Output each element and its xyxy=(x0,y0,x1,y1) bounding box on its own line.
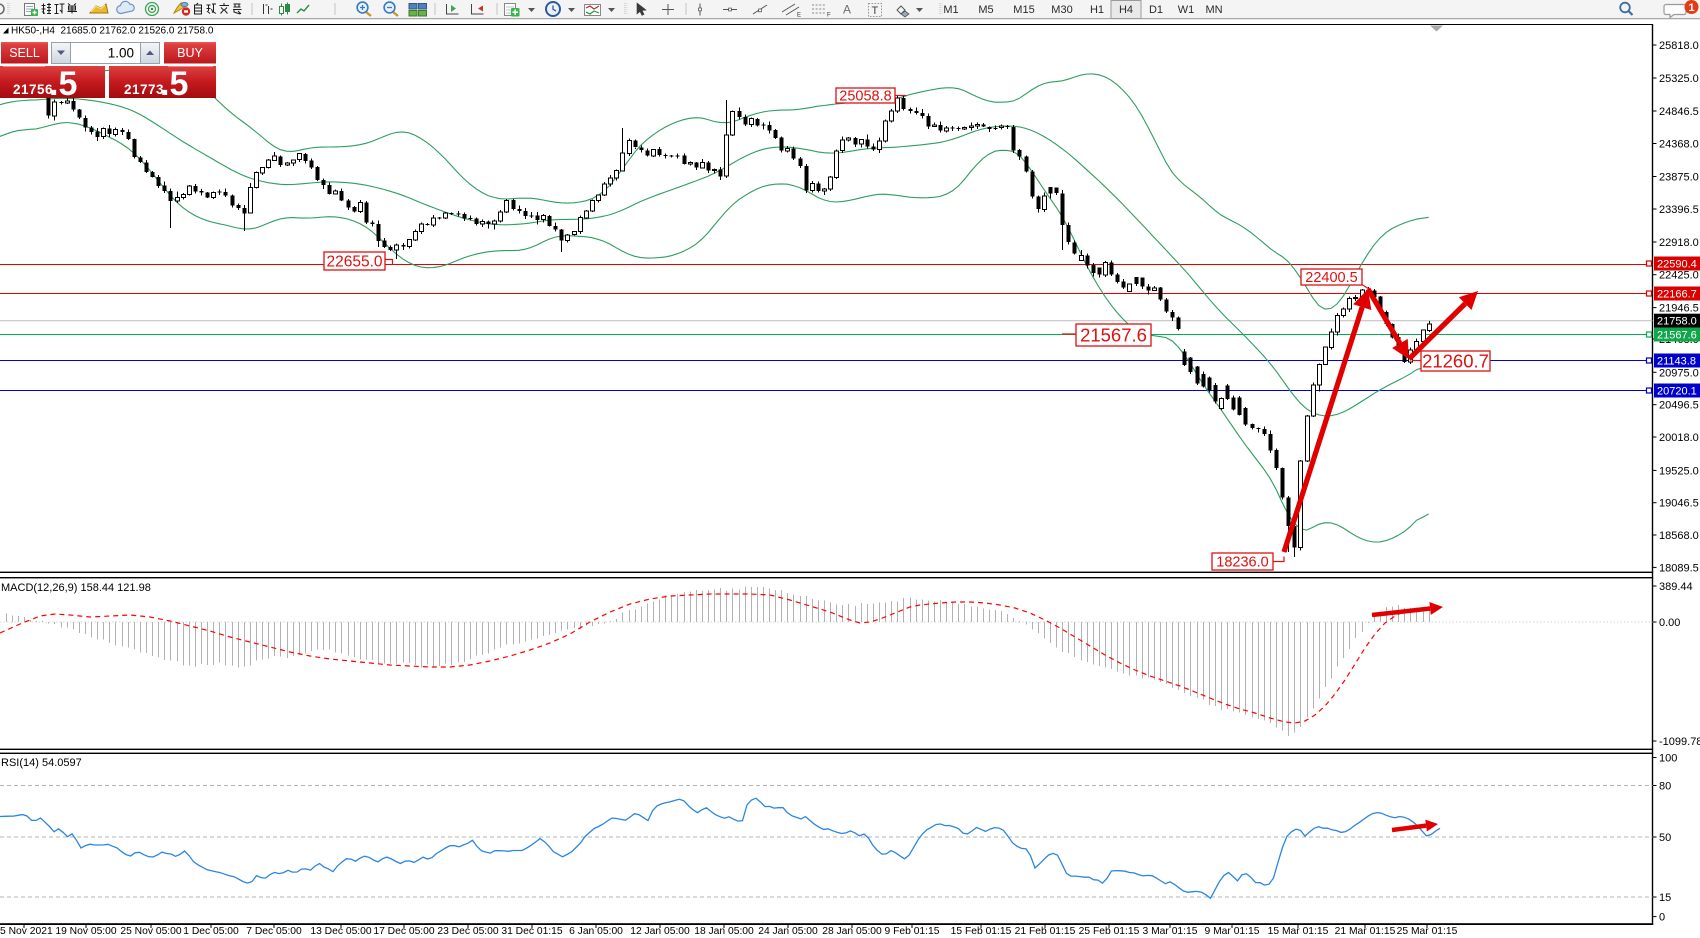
svg-text:24846.5: 24846.5 xyxy=(1659,106,1699,118)
svg-text:15 Mar 01:15: 15 Mar 01:15 xyxy=(1268,926,1329,937)
svg-text:25818.0: 25818.0 xyxy=(1659,40,1699,52)
svg-text:12 Jan 05:00: 12 Jan 05:00 xyxy=(630,926,690,937)
svg-text:15 Feb 01:15: 15 Feb 01:15 xyxy=(951,926,1012,937)
svg-text:18 Jan 05:00: 18 Jan 05:00 xyxy=(694,926,754,937)
svg-text:1.00: 1.00 xyxy=(108,46,134,61)
svg-text:20975.0: 20975.0 xyxy=(1659,367,1699,379)
svg-text:25 Nov 05:00: 25 Nov 05:00 xyxy=(120,926,182,937)
svg-text:21756: 21756 xyxy=(13,82,53,97)
svg-text:1 Dec 05:00: 1 Dec 05:00 xyxy=(183,926,239,937)
svg-text:T: T xyxy=(872,5,879,17)
svg-text:31 Dec 01:15: 31 Dec 01:15 xyxy=(501,926,563,937)
svg-text:21773: 21773 xyxy=(124,82,164,97)
svg-text:MACD(12,26,9) 158.44 121.98: MACD(12,26,9) 158.44 121.98 xyxy=(1,582,151,594)
svg-text:23396.5: 23396.5 xyxy=(1659,204,1699,216)
svg-text:20018.0: 20018.0 xyxy=(1659,432,1699,444)
svg-text:21567.6: 21567.6 xyxy=(1657,330,1697,342)
svg-text:6 Jan 05:00: 6 Jan 05:00 xyxy=(569,926,623,937)
svg-text:9 Feb 01:15: 9 Feb 01:15 xyxy=(885,926,940,937)
svg-text:-1099.78: -1099.78 xyxy=(1659,736,1700,748)
svg-text:22590.4: 22590.4 xyxy=(1657,259,1697,271)
svg-text:19046.5: 19046.5 xyxy=(1659,498,1699,510)
svg-text:M1: M1 xyxy=(943,4,958,16)
svg-text:F: F xyxy=(827,13,831,19)
svg-text:22166.7: 22166.7 xyxy=(1657,289,1697,301)
svg-text:MN: MN xyxy=(1205,4,1222,16)
svg-text:E: E xyxy=(797,13,801,19)
svg-text:H1: H1 xyxy=(1090,4,1104,16)
svg-text:20720.1: 20720.1 xyxy=(1657,386,1697,398)
svg-text:0: 0 xyxy=(1659,912,1665,924)
svg-text:21143.8: 21143.8 xyxy=(1657,356,1696,368)
svg-text:389.44: 389.44 xyxy=(1659,581,1693,593)
svg-text:D1: D1 xyxy=(1149,4,1163,16)
svg-text:24368.0: 24368.0 xyxy=(1659,139,1699,151)
svg-text:RSI(14) 54.0597: RSI(14) 54.0597 xyxy=(1,757,82,769)
svg-text:50: 50 xyxy=(1659,832,1671,844)
svg-text:M15: M15 xyxy=(1013,4,1034,16)
svg-text:BUY: BUY xyxy=(177,46,203,60)
svg-text:24 Jan 05:00: 24 Jan 05:00 xyxy=(758,926,818,937)
svg-text:HK50-,H4 21685.0 21762.0 2152: HK50-,H4 21685.0 21762.0 21526.0 21758.0 xyxy=(11,26,214,37)
svg-text:22918.0: 22918.0 xyxy=(1659,237,1699,249)
svg-text:19525.0: 19525.0 xyxy=(1659,465,1699,477)
svg-text:80: 80 xyxy=(1659,781,1671,793)
svg-text:M5: M5 xyxy=(978,4,993,16)
svg-text:M30: M30 xyxy=(1051,4,1072,16)
svg-text:H4: H4 xyxy=(1119,4,1133,16)
svg-text:25 Mar 01:15: 25 Mar 01:15 xyxy=(1397,926,1458,937)
svg-text:15: 15 xyxy=(1659,892,1671,904)
svg-text:20496.5: 20496.5 xyxy=(1659,400,1699,412)
svg-text:.5: .5 xyxy=(160,65,188,103)
svg-text:3 Mar 01:15: 3 Mar 01:15 xyxy=(1143,926,1198,937)
svg-text:18089.5: 18089.5 xyxy=(1659,562,1699,574)
svg-text:25325.0: 25325.0 xyxy=(1659,73,1699,85)
svg-text:18236.0: 18236.0 xyxy=(1216,555,1268,571)
svg-text:25 Feb 01:15: 25 Feb 01:15 xyxy=(1079,926,1140,937)
svg-text:23875.0: 23875.0 xyxy=(1659,172,1699,184)
svg-text:9 Mar 01:15: 9 Mar 01:15 xyxy=(1205,926,1260,937)
svg-text:5 Nov 2021: 5 Nov 2021 xyxy=(0,926,53,937)
svg-text:.5: .5 xyxy=(49,65,77,103)
svg-text:W1: W1 xyxy=(1178,4,1195,16)
svg-text:21 Feb 01:15: 21 Feb 01:15 xyxy=(1015,926,1076,937)
svg-text:18568.0: 18568.0 xyxy=(1659,530,1699,542)
svg-text:22425.0: 22425.0 xyxy=(1659,270,1699,282)
svg-text:A: A xyxy=(843,3,851,17)
svg-text:13 Dec 05:00: 13 Dec 05:00 xyxy=(310,926,372,937)
svg-text:0.00: 0.00 xyxy=(1659,617,1680,629)
svg-text:21260.7: 21260.7 xyxy=(1422,351,1489,372)
svg-text:21946.5: 21946.5 xyxy=(1659,303,1699,315)
svg-text:19 Nov 05:00: 19 Nov 05:00 xyxy=(55,926,117,937)
svg-text:22400.5: 22400.5 xyxy=(1305,270,1357,286)
svg-text:25058.8: 25058.8 xyxy=(839,89,891,105)
svg-text:21 Mar 01:15: 21 Mar 01:15 xyxy=(1335,926,1396,937)
svg-text:23 Dec 05:00: 23 Dec 05:00 xyxy=(437,926,499,937)
svg-text:7 Dec 05:00: 7 Dec 05:00 xyxy=(246,926,302,937)
svg-text:100: 100 xyxy=(1659,753,1677,765)
svg-text:21758.0: 21758.0 xyxy=(1657,316,1697,328)
svg-text:17 Dec 05:00: 17 Dec 05:00 xyxy=(373,926,435,937)
svg-text:28 Jan 05:00: 28 Jan 05:00 xyxy=(822,926,882,937)
svg-text:22655.0: 22655.0 xyxy=(326,253,382,270)
svg-text:1: 1 xyxy=(1688,2,1694,14)
svg-text:21567.6: 21567.6 xyxy=(1080,325,1147,346)
svg-text:SELL: SELL xyxy=(9,46,40,60)
